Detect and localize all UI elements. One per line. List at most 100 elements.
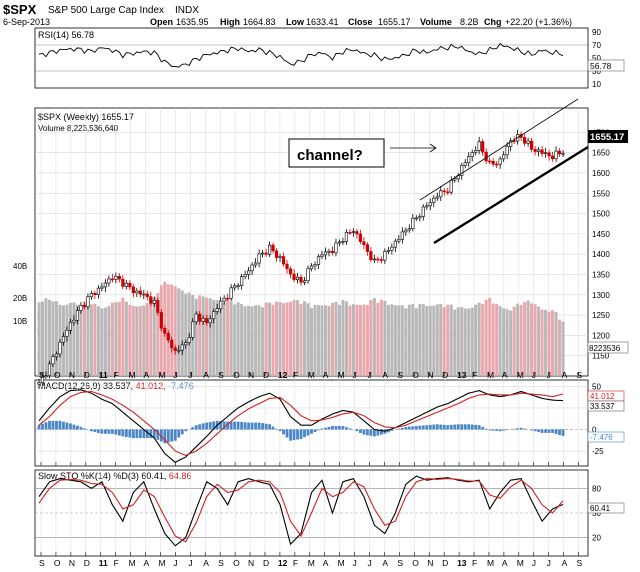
macd-histogram-bar xyxy=(404,426,408,430)
macd-histogram-bar xyxy=(488,429,492,431)
candle-body xyxy=(110,278,114,281)
volume-bar xyxy=(477,302,481,376)
volume-bar xyxy=(467,308,471,376)
candle-body xyxy=(418,216,422,219)
x-tick-label: D xyxy=(84,558,90,568)
macd-histogram-bar xyxy=(142,429,146,439)
volume-bar xyxy=(463,308,467,376)
candle-body xyxy=(173,347,177,351)
macd-histogram-bar xyxy=(414,426,418,430)
x-tick-label-mid: F xyxy=(293,370,298,380)
candle-body xyxy=(393,240,397,248)
macd-histogram-bar xyxy=(551,429,554,433)
macd-histogram-bar xyxy=(386,429,390,433)
volume-bar xyxy=(554,311,558,376)
volume-bar xyxy=(320,305,324,376)
candle-body xyxy=(58,341,62,355)
macd-histogram-bar xyxy=(93,429,97,433)
candle-body xyxy=(327,250,331,253)
volume-bar xyxy=(481,303,485,376)
volume-bar xyxy=(96,306,100,376)
macd-histogram-bar xyxy=(400,427,404,430)
x-tick-label: M xyxy=(158,558,165,568)
x-tick-label-mid: S xyxy=(39,370,45,380)
x-tick-label: D xyxy=(442,558,448,568)
x-tick-label-mid: S xyxy=(218,370,224,380)
volume-bar xyxy=(247,305,251,376)
macd-legend-hist: -7.476 xyxy=(168,381,194,391)
candle-body xyxy=(285,263,289,270)
macd-histogram-bar xyxy=(467,424,471,430)
x-tick-label: F xyxy=(472,558,477,568)
candle-body xyxy=(523,137,527,144)
candle-body xyxy=(44,375,48,378)
x-tick-label: A xyxy=(382,558,388,568)
macd-histogram-bar xyxy=(152,429,156,439)
candle-body xyxy=(316,256,321,265)
macd-histogram-bar xyxy=(449,424,453,430)
x-tick-label-mid: J xyxy=(188,370,192,380)
candle-body xyxy=(184,342,188,346)
macd-histogram-bar xyxy=(407,426,411,430)
volume-bar xyxy=(86,304,90,376)
volume-bar xyxy=(121,297,125,376)
x-tick-label: J xyxy=(532,558,536,568)
volume-bar xyxy=(44,298,48,376)
candle-body xyxy=(302,280,307,283)
macd-histogram-bar xyxy=(159,429,163,442)
x-tick-label: 12 xyxy=(278,558,288,568)
x-tick-label-mid: J xyxy=(173,370,177,380)
macd-histogram-bar xyxy=(233,421,237,430)
stochastic-last-value: 60.41 xyxy=(590,504,611,513)
volume-tick-label: 20B xyxy=(13,294,27,303)
macd-histogram-bar xyxy=(331,426,334,430)
macd-histogram-bar xyxy=(390,429,394,431)
volume-bar xyxy=(226,299,230,376)
volume-value: 8.2B xyxy=(460,17,479,27)
x-tick-label-mid: D xyxy=(442,370,448,380)
macd-histogram-bar xyxy=(428,424,432,430)
macd-histogram-bar xyxy=(554,429,558,434)
macd-legend: MACD(12,26,9) 33.537, 41.012, -7.476 xyxy=(38,381,194,391)
macd-histogram-bar xyxy=(254,422,258,430)
candle-body xyxy=(278,256,282,258)
x-tick-label: J xyxy=(367,558,371,568)
candle-body xyxy=(435,196,439,199)
volume-bar xyxy=(337,304,341,376)
macd-histogram-bar xyxy=(463,424,467,430)
candle-body xyxy=(166,332,170,341)
x-tick-label: M xyxy=(517,558,524,568)
macd-histogram-bar xyxy=(72,424,76,430)
stochastic-tick-label: 50 xyxy=(592,509,601,518)
candle-body xyxy=(215,308,219,312)
stochastic-d-line xyxy=(38,478,564,543)
candle-body xyxy=(351,231,356,233)
price-tick-label: 1650 xyxy=(592,149,610,158)
candle-body xyxy=(107,278,111,284)
rsi-tick-label: 30 xyxy=(592,67,601,76)
low-label: Low xyxy=(286,17,305,27)
volume-bar xyxy=(341,299,345,376)
price-tick-label: 1300 xyxy=(592,291,610,300)
x-tick-label-mid: A xyxy=(144,370,150,380)
macd-histogram-bar xyxy=(65,422,69,430)
volume-bar xyxy=(439,303,443,376)
macd-histogram-bar xyxy=(103,429,107,434)
macd-line-badge xyxy=(587,400,625,412)
macd-histogram-bar xyxy=(397,428,401,430)
candle-body xyxy=(163,327,167,334)
x-tick-label: A xyxy=(144,558,150,568)
candle-body xyxy=(254,262,258,266)
volume-bar xyxy=(449,304,453,376)
candle-body xyxy=(557,150,562,155)
volume-bar xyxy=(425,305,429,376)
volume-bar xyxy=(421,303,425,376)
macd-histogram-bar xyxy=(250,422,254,430)
volume-bar xyxy=(488,297,492,376)
stochastic-tick-label: 20 xyxy=(592,534,601,543)
volume-bar xyxy=(100,308,104,376)
x-tick-label-mid: M xyxy=(308,370,315,380)
macd-histogram-bar xyxy=(460,424,464,430)
candle-body xyxy=(463,162,467,166)
macd-histogram-bar xyxy=(474,424,478,430)
